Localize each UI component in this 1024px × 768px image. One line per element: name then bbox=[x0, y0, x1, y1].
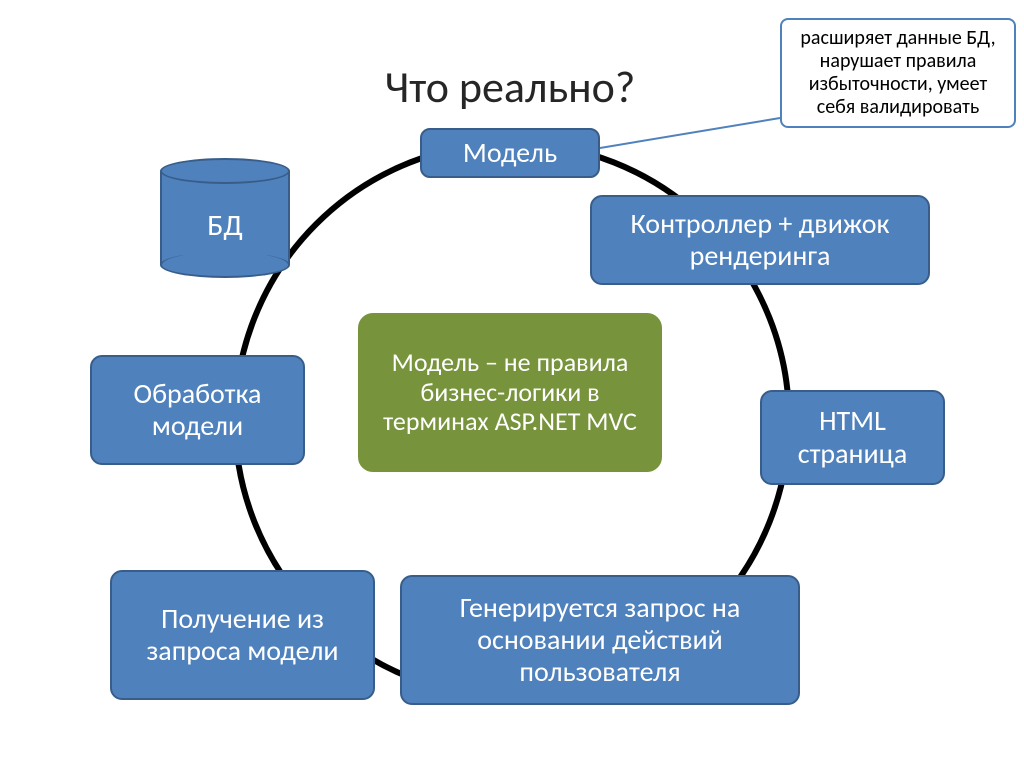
node-controller-label: Контроллер + движок рендеринга bbox=[602, 208, 918, 272]
node-controller: Контроллер + движок рендеринга bbox=[590, 195, 930, 285]
node-extract-label: Получение из запроса модели bbox=[122, 603, 363, 667]
database-label: БД bbox=[160, 207, 290, 244]
node-extract: Получение из запроса модели bbox=[110, 570, 375, 700]
node-request: Генерируется запрос на основании действи… bbox=[400, 575, 800, 705]
callout-text: расширяет данные БД, нарушает правила из… bbox=[792, 27, 1004, 119]
node-htmlpage-label: HTML страница bbox=[772, 405, 933, 469]
node-process: Обработка модели bbox=[90, 355, 305, 465]
diagram-stage: Что реально? расширяет данные БД, наруша… bbox=[0, 0, 1024, 768]
database-node: БД bbox=[160, 158, 290, 278]
node-process-label: Обработка модели bbox=[102, 378, 293, 442]
node-model: Модель bbox=[420, 128, 600, 178]
center-note-text: Модель – не правила бизнес-логики в терм… bbox=[368, 348, 652, 438]
node-request-label: Генерируется запрос на основании действи… bbox=[412, 592, 788, 689]
center-note: Модель – не правила бизнес-логики в терм… bbox=[355, 310, 665, 475]
page-title: Что реально? bbox=[300, 60, 720, 114]
node-model-label: Модель bbox=[463, 137, 557, 169]
node-htmlpage: HTML страница bbox=[760, 390, 945, 485]
callout-box: расширяет данные БД, нарушает правила из… bbox=[780, 18, 1016, 128]
